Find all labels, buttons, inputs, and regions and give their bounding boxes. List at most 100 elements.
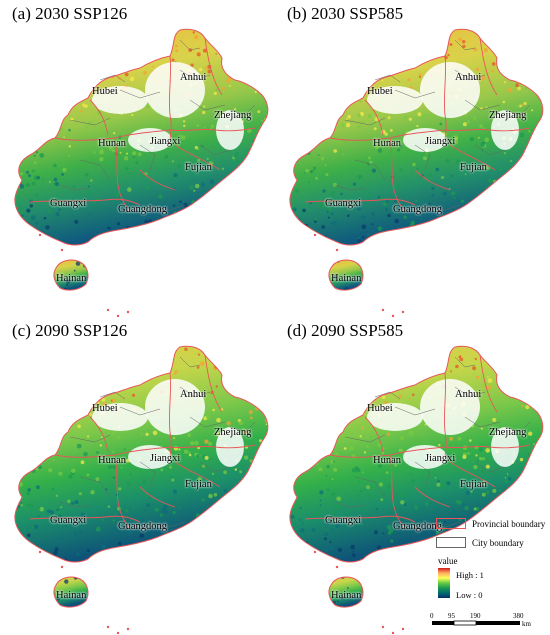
coast-outline bbox=[289, 345, 544, 563]
scale-tick-1: 95 bbox=[448, 612, 456, 620]
province-label-fujian: Fujian bbox=[460, 162, 487, 173]
province-label-hainan: Hainan bbox=[331, 273, 362, 284]
unsuitable-zone bbox=[216, 427, 244, 467]
hainan-suitability-raster bbox=[53, 577, 88, 608]
province-label-guangdong: Guangdong bbox=[118, 204, 167, 215]
city-boundary-line bbox=[189, 416, 226, 428]
legend-provincial: Provincial boundary bbox=[436, 518, 545, 529]
island-speck bbox=[106, 308, 110, 312]
city-boundary-line bbox=[354, 476, 386, 498]
provincial-boundary-line bbox=[414, 169, 451, 191]
provincial-boundary-line bbox=[449, 144, 496, 171]
coast-outline bbox=[14, 28, 269, 246]
legend-value-title: value bbox=[438, 556, 458, 566]
city-boundary-line bbox=[179, 386, 211, 398]
unsuitable-zone bbox=[491, 110, 519, 150]
provincial-boundary-line bbox=[139, 486, 176, 508]
scale-tick-2: 190 bbox=[470, 612, 481, 620]
provincial-boundary-line bbox=[29, 198, 141, 206]
unsuitable-zone bbox=[92, 403, 148, 431]
scale-tick-0: 0 bbox=[430, 612, 434, 620]
city-boundary-line bbox=[119, 89, 161, 99]
unsuitable-zone bbox=[145, 62, 205, 118]
city-boundary-line bbox=[99, 74, 126, 83]
city-boundary-line bbox=[454, 386, 486, 398]
city-boundary-line bbox=[374, 391, 401, 400]
coast-outline bbox=[328, 576, 364, 608]
province-label-jiangxi: Jiangxi bbox=[150, 453, 181, 464]
map-svg-d bbox=[289, 345, 544, 634]
panel-title-c: (c) 2090 SSP126 bbox=[12, 321, 128, 340]
province-label-anhui: Anhui bbox=[180, 72, 207, 83]
provincial-boundary-line bbox=[479, 37, 498, 96]
provincial-boundary-line bbox=[443, 372, 447, 458]
provincial-boundary-line bbox=[364, 99, 384, 136]
map-svg-c bbox=[14, 345, 269, 634]
city-boundary-line bbox=[334, 184, 366, 191]
scale-seg-1 bbox=[432, 621, 454, 625]
province-label-hubei: Hubei bbox=[92, 86, 118, 97]
city-boundary-line bbox=[179, 39, 201, 51]
provincial-boundary-line bbox=[174, 144, 221, 171]
city-boundary-line bbox=[199, 461, 231, 473]
province-label-jiangxi: Jiangxi bbox=[425, 453, 456, 464]
island-speck bbox=[335, 565, 339, 569]
unsuitable-zone bbox=[216, 110, 244, 150]
city-boundary-label: City boundary bbox=[472, 537, 524, 548]
province-label-fujian: Fujian bbox=[185, 162, 212, 173]
unsuitable-zone bbox=[92, 86, 148, 114]
scale-unit: km bbox=[522, 620, 532, 628]
provincial-boundary-line bbox=[204, 354, 223, 413]
city-boundary-line bbox=[414, 144, 431, 171]
island-speck bbox=[391, 631, 395, 634]
city-boundary-line bbox=[179, 356, 201, 368]
provincial-boundary-line bbox=[444, 127, 531, 132]
map-panel-c: (c) 2090 SSP126 Anhui Hubei Zhejiang Hunan J… bbox=[0, 317, 275, 634]
province-label-zhejiang: Zhejiang bbox=[214, 110, 252, 121]
city-boundary-line bbox=[99, 391, 126, 400]
ramp-low-label: Low : 0 bbox=[456, 590, 483, 600]
panel-title-d: (d) 2090 SSP585 bbox=[287, 321, 404, 340]
province-label-hunan: Hunan bbox=[373, 455, 401, 466]
legend-city: City boundary bbox=[436, 537, 524, 548]
provincial-boundary-line bbox=[168, 55, 172, 141]
island-speck bbox=[126, 310, 130, 314]
city-boundary-line bbox=[424, 204, 461, 211]
provincial-boundary-line bbox=[169, 127, 256, 132]
city-boundary-line bbox=[59, 184, 91, 191]
island-speck bbox=[401, 627, 405, 631]
island-speck bbox=[106, 625, 110, 629]
scale-tick-3: 380 bbox=[513, 612, 524, 620]
map-panel-b: (b) 2030 SSP585 Anhui Hubei Zhejiang Hunan J… bbox=[275, 0, 550, 317]
provincial-boundary-line bbox=[389, 137, 406, 213]
city-boundary-line bbox=[454, 69, 486, 81]
island-speck bbox=[60, 565, 64, 569]
provincial-boundary-line bbox=[389, 454, 406, 530]
coast-outline bbox=[53, 576, 89, 608]
coast-outline bbox=[14, 345, 269, 563]
city-boundary-line bbox=[149, 204, 186, 211]
city-boundary-line bbox=[149, 521, 186, 528]
province-label-hainan: Hainan bbox=[56, 273, 87, 284]
city-boundary-line bbox=[189, 99, 226, 111]
province-label-anhui: Anhui bbox=[455, 389, 482, 400]
city-boundary-line bbox=[229, 421, 256, 433]
unsuitable-zone bbox=[367, 403, 423, 431]
provincial-boundary-line bbox=[444, 444, 531, 449]
city-boundary-line bbox=[474, 144, 506, 156]
province-label-hunan: Hunan bbox=[373, 138, 401, 149]
map-legend: Provincial boundary City boundary value … bbox=[428, 518, 548, 630]
city-boundary-line bbox=[504, 104, 531, 116]
city-boundary-line bbox=[139, 144, 156, 171]
provincial-boundary-line bbox=[304, 198, 416, 206]
city-boundary-line bbox=[504, 421, 531, 433]
provincial-boundary-line bbox=[114, 137, 131, 213]
coast-outline bbox=[53, 259, 89, 291]
provincial-boundary-swatch bbox=[436, 518, 466, 529]
island-speck bbox=[38, 233, 42, 237]
provincial-boundary-line bbox=[114, 454, 131, 530]
province-label-jiangxi: Jiangxi bbox=[425, 136, 456, 147]
city-boundary-line bbox=[119, 406, 161, 416]
city-boundary-line bbox=[394, 406, 436, 416]
province-label-anhui: Anhui bbox=[455, 72, 482, 83]
